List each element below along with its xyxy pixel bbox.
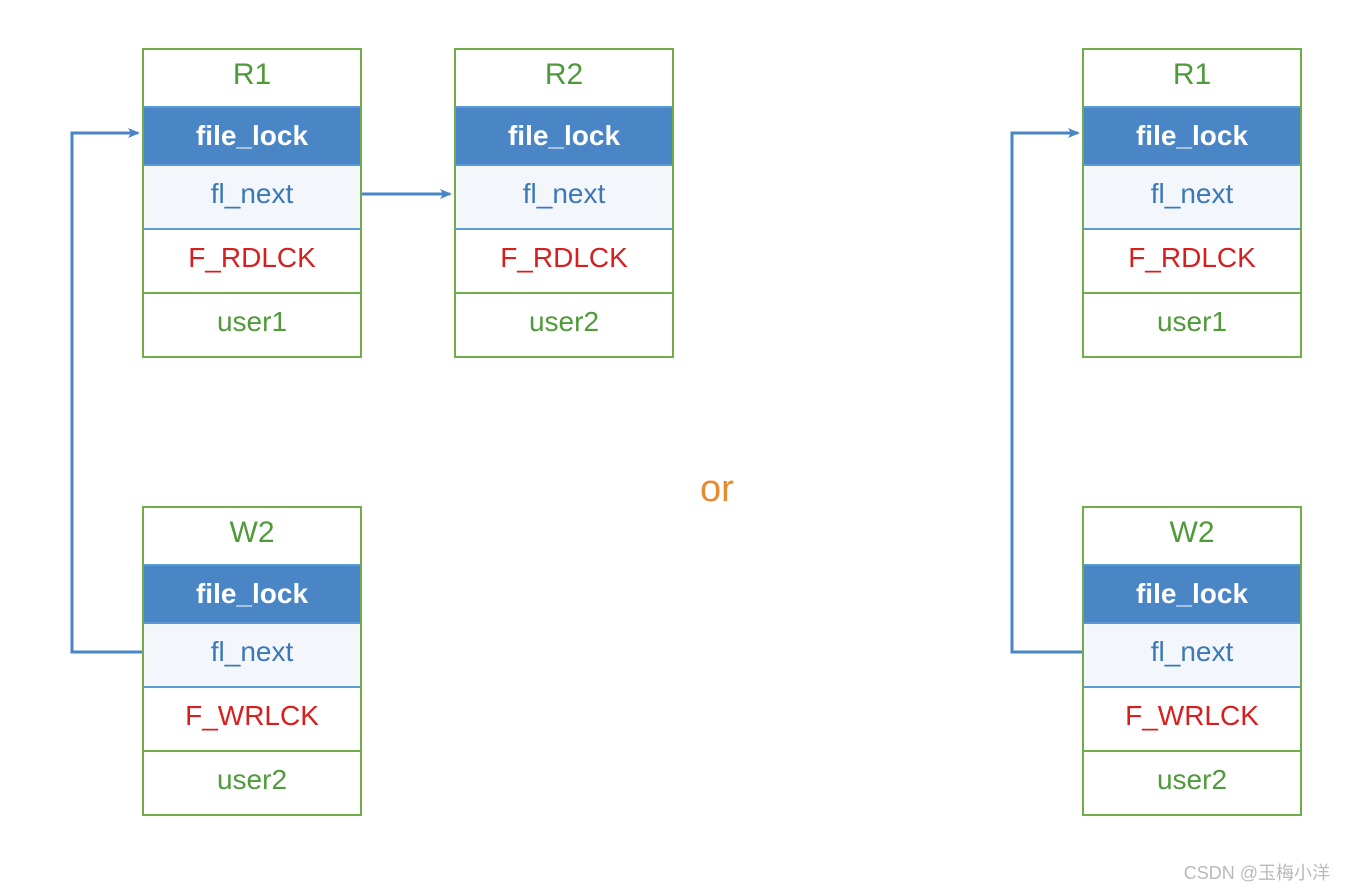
node-row-header: file_lock xyxy=(456,106,672,164)
node-R1_left: R1file_lockfl_nextF_RDLCKuser1 xyxy=(142,48,362,358)
node-row-header: file_lock xyxy=(1084,564,1300,622)
node-row-header: file_lock xyxy=(1084,106,1300,164)
arrow xyxy=(72,133,142,652)
node-row-flnext: fl_next xyxy=(144,622,360,686)
node-row-locktype: F_WRLCK xyxy=(144,686,360,750)
node-row-locktype: F_WRLCK xyxy=(1084,686,1300,750)
arrow xyxy=(1012,133,1082,652)
node-row-flnext: fl_next xyxy=(1084,164,1300,228)
or-label: or xyxy=(700,468,734,511)
node-row-locktype: F_RDLCK xyxy=(144,228,360,292)
node-row-header: file_lock xyxy=(144,106,360,164)
node-row-user: user2 xyxy=(1084,750,1300,814)
node-W2_right: W2file_lockfl_nextF_WRLCKuser2 xyxy=(1082,506,1302,816)
node-title: W2 xyxy=(1084,508,1300,564)
node-row-user: user1 xyxy=(1084,292,1300,356)
node-row-user: user2 xyxy=(144,750,360,814)
node-row-header: file_lock xyxy=(144,564,360,622)
node-title: R2 xyxy=(456,50,672,106)
node-row-flnext: fl_next xyxy=(456,164,672,228)
node-title: R1 xyxy=(1084,50,1300,106)
watermark: CSDN @玉梅小洋 xyxy=(1184,859,1330,885)
node-R2: R2file_lockfl_nextF_RDLCKuser2 xyxy=(454,48,674,358)
node-row-user: user1 xyxy=(144,292,360,356)
node-title: W2 xyxy=(144,508,360,564)
node-W2_left: W2file_lockfl_nextF_WRLCKuser2 xyxy=(142,506,362,816)
node-title: R1 xyxy=(144,50,360,106)
node-row-locktype: F_RDLCK xyxy=(456,228,672,292)
node-row-locktype: F_RDLCK xyxy=(1084,228,1300,292)
node-row-user: user2 xyxy=(456,292,672,356)
node-row-flnext: fl_next xyxy=(144,164,360,228)
node-R1_right: R1file_lockfl_nextF_RDLCKuser1 xyxy=(1082,48,1302,358)
node-row-flnext: fl_next xyxy=(1084,622,1300,686)
